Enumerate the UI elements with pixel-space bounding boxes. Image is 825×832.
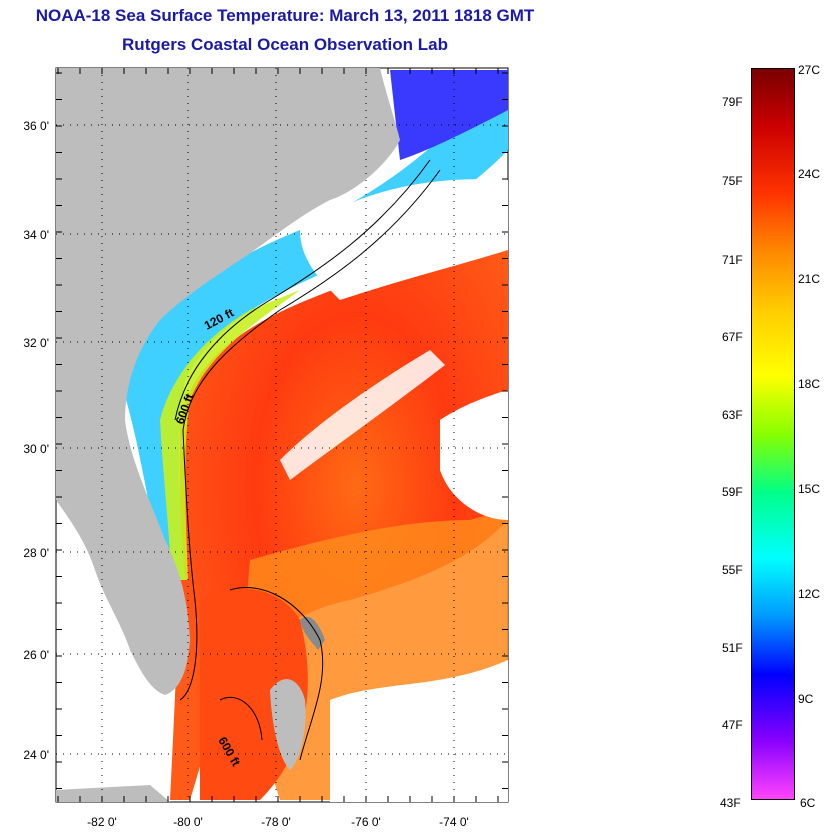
map-title: NOAA-18 Sea Surface Temperature: March 1… <box>35 6 535 25</box>
colorbar-c-label: 12C <box>798 587 821 601</box>
lon-label: -82 0' <box>87 815 117 829</box>
lat-label: 26 0' <box>23 648 49 662</box>
lat-label: 30 0' <box>23 442 49 456</box>
lat-label: 36 0' <box>23 119 49 133</box>
colorbar-c-label: 6C <box>800 796 816 810</box>
colorbar-c-label: 18C <box>798 377 821 391</box>
colorbar-c-label: 24C <box>798 167 821 181</box>
colorbar-c-label: 9C <box>798 692 814 706</box>
cloud-south <box>330 660 508 802</box>
lat-labels: 36 0' 34 0' 32 0' 30 0' 28 0' 26 0' 24 0… <box>23 119 49 762</box>
lon-label: -74 0' <box>439 815 469 829</box>
colorbar-f-label: 43F <box>720 796 741 810</box>
contour-600ft <box>179 169 441 701</box>
land-bahamas <box>270 679 306 770</box>
shelf-water-green <box>160 290 300 580</box>
cloud-east <box>440 390 508 520</box>
cloud-patch <box>280 350 445 480</box>
axis-ticks <box>56 68 508 802</box>
colorbar-f-label: 75F <box>722 174 743 188</box>
colorbar-c-label: 21C <box>798 272 821 286</box>
lat-label: 28 0' <box>23 546 49 560</box>
map-subtitle: Rutgers Coastal Ocean Observation Lab <box>122 35 448 54</box>
colorbar-f-label: 55F <box>722 563 743 577</box>
land-us-coast <box>56 68 400 695</box>
lat-label: 34 0' <box>23 228 49 242</box>
colorbar-f-label: 47F <box>722 718 743 732</box>
contour-120ft <box>174 159 431 421</box>
land-islands <box>300 616 325 650</box>
land-keys <box>56 785 170 802</box>
lon-label: -78 0' <box>261 815 291 829</box>
colorbar-f-label: 59F <box>722 485 743 499</box>
contour-bahamas <box>219 586 324 761</box>
colorbar-f-label: 67F <box>722 330 743 344</box>
lat-label: 24 0' <box>23 748 49 762</box>
lon-label: -76 0' <box>351 815 381 829</box>
lon-labels: -82 0' -80 0' -78 0' -76 0' -74 0' <box>87 815 469 829</box>
lon-label: -80 0' <box>173 815 203 829</box>
colorbar-f-label: 51F <box>722 641 743 655</box>
temperature-colorbar <box>751 68 795 800</box>
lat-label: 32 0' <box>23 336 49 350</box>
colorbar-c-label: 27C <box>798 63 821 77</box>
colorbar-c-label: 15C <box>798 482 821 496</box>
colorbar-f-label: 71F <box>722 253 743 267</box>
cold-water <box>390 70 508 160</box>
colorbar-f-label: 79F <box>722 95 743 109</box>
colorbar-f-label: 63F <box>722 408 743 422</box>
cloud-band <box>300 179 508 300</box>
